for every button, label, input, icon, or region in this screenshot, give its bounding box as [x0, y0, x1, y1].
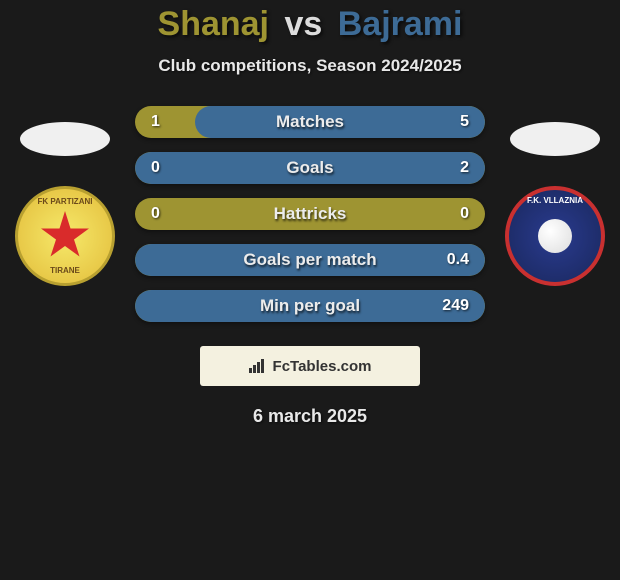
date-label: 6 march 2025 — [0, 406, 620, 427]
stat-label: Matches — [276, 112, 344, 132]
stat-value-right: 2 — [460, 159, 469, 177]
star-icon — [40, 211, 90, 261]
player2-silhouette — [510, 122, 600, 156]
player1-silhouette — [20, 122, 110, 156]
fk-partizani-badge: FK PARTIZANI TIRANE — [15, 186, 115, 286]
stat-bar-matches: 1 Matches 5 — [135, 106, 485, 138]
stat-bar-goals: 0 Goals 2 — [135, 152, 485, 184]
branding-box: FcTables.com — [200, 346, 420, 386]
stat-value-left: 0 — [151, 159, 160, 177]
player1-avatar-column: FK PARTIZANI TIRANE — [15, 122, 115, 286]
badge-text-top: FK PARTIZANI — [38, 197, 93, 206]
stat-value-left: 1 — [151, 113, 160, 131]
vs-word: vs — [284, 5, 322, 43]
stat-label: Hattricks — [274, 204, 347, 224]
stat-bar-hattricks: 0 Hattricks 0 — [135, 198, 485, 230]
stat-value-left: 0 — [151, 205, 160, 223]
player2-name: Bajrami — [338, 5, 463, 43]
stat-value-right: 0 — [460, 205, 469, 223]
comparison-card: Shanaj vs Bajrami Club competitions, Sea… — [0, 0, 620, 427]
branding-row: FcTables.com — [0, 346, 620, 386]
stat-label: Goals — [286, 158, 333, 178]
stat-value-right: 0.4 — [447, 251, 469, 269]
subtitle: Club competitions, Season 2024/2025 — [0, 56, 620, 76]
stat-value-right: 249 — [442, 297, 469, 315]
stat-bar-min-per-goal: Min per goal 249 — [135, 290, 485, 322]
stat-value-right: 5 — [460, 113, 469, 131]
fk-vllaznia-badge: F.K. VLLAZNIA — [505, 186, 605, 286]
badge-text-bottom: TIRANE — [50, 266, 80, 275]
stat-label: Goals per match — [243, 250, 376, 270]
stat-label: Min per goal — [260, 296, 360, 316]
stat-bar-goals-per-match: Goals per match 0.4 — [135, 244, 485, 276]
page-title: Shanaj vs Bajrami — [0, 5, 620, 44]
ball-icon — [538, 219, 572, 253]
badge-text-top: F.K. VLLAZNIA — [527, 196, 583, 205]
player1-name: Shanaj — [158, 5, 269, 43]
brand-text: FcTables.com — [273, 358, 372, 375]
player2-avatar-column: F.K. VLLAZNIA — [505, 122, 605, 286]
bars-icon — [249, 359, 267, 373]
